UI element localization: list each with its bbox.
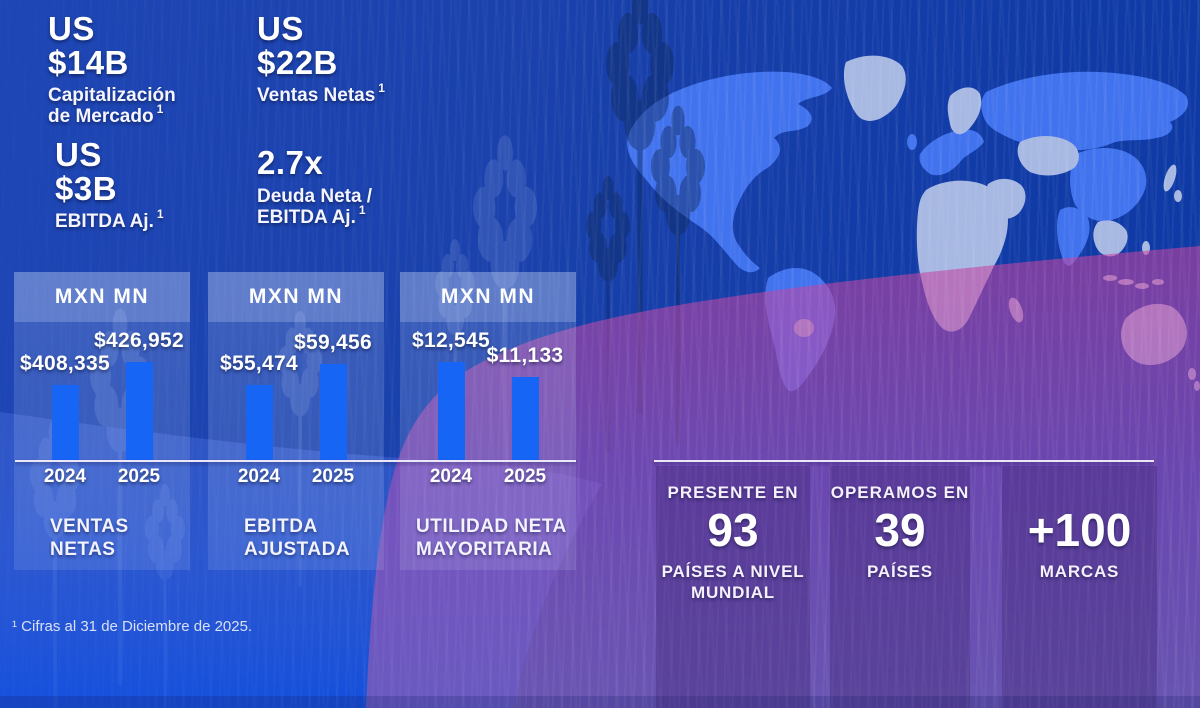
map-central-asia: [1017, 136, 1079, 176]
chart-title: EBITDA AJUSTADA: [244, 516, 351, 560]
bar-2024: [437, 362, 465, 462]
chart-title: UTILIDAD NETA MAYORITARIA: [416, 516, 567, 560]
footnote-marker: 1: [156, 207, 164, 222]
bar-group-2025: $11,133: [478, 344, 572, 462]
map-middle-east: [985, 178, 1026, 219]
kpi-amount: $3B: [55, 169, 118, 207]
map-russia: [981, 71, 1189, 151]
bar-group-2024: $55,474: [212, 352, 306, 462]
bar-value-label: $408,335: [20, 352, 110, 375]
x-axis-label-2024: 2024: [429, 466, 473, 487]
chart-card-ebitda-ajustada: MXN MN $55,474 $59,456 2024 2025 EBITDA A…: [208, 272, 384, 570]
footnote-marker: 1: [358, 202, 366, 217]
chart-card-utilidad-neta: MXN MN $12,545 $11,133 2024 2025 UTILIDA…: [400, 272, 576, 570]
stats-separator-line: [654, 460, 1154, 462]
kpi-label: Capitalización de Mercado 1: [48, 85, 176, 128]
bar-2025: [125, 362, 153, 462]
kpi-amount: 2.7x: [257, 144, 324, 181]
x-axis-label-2024: 2024: [43, 466, 87, 487]
purple-wave: [366, 246, 1200, 708]
stat-label: PAÍSES: [867, 561, 933, 581]
bar-2024: [245, 385, 273, 462]
stat-number: +100: [1027, 504, 1132, 556]
stat-label: MARCAS: [1039, 561, 1120, 581]
kpi-label: Deuda Neta / EBITDA Aj. 1: [257, 185, 373, 228]
x-axis-label-2025: 2025: [503, 466, 547, 487]
kpi-currency: US: [48, 10, 95, 47]
kpi-label: EBITDA Aj. 1: [55, 207, 164, 233]
bar-value-label: $11,133: [486, 344, 564, 367]
bar-2024: [51, 385, 79, 462]
kpi-currency: US: [55, 136, 102, 173]
x-axis-label-2025: 2025: [117, 466, 161, 487]
map-europe: [919, 129, 984, 176]
footnote-marker: 1: [156, 102, 164, 117]
bottom-edge-strip: [0, 696, 1200, 708]
stat-header: PRESENTE EN: [667, 483, 799, 502]
stat-number: 39: [874, 504, 926, 556]
x-axis-label-2024: 2024: [237, 466, 281, 487]
chart-plot-area: $55,474 $59,456: [208, 322, 384, 462]
stat-column-operations: OPERAMOS EN 39 PAÍSES: [830, 466, 970, 708]
map-se-asia: [1093, 220, 1128, 257]
kpi-currency: US: [257, 10, 304, 47]
bar-2025: [319, 364, 347, 462]
kpi-amount: $22B: [257, 43, 338, 81]
bar-group-2025: $59,456: [286, 331, 380, 462]
kpi-amount: $14B: [48, 43, 129, 81]
stat-column-presence: PRESENTE EN 93 PAÍSES A NIVEL MUNDIAL: [656, 466, 810, 708]
chart-baseline: [15, 460, 576, 462]
bar-group-2024: $12,545: [404, 329, 498, 462]
bar-2025: [511, 377, 539, 462]
bar-value-label: $12,545: [411, 329, 490, 352]
bar-group-2025: $426,952: [92, 329, 186, 462]
chart-unit-label: MXN MN: [14, 272, 190, 322]
map-japan: [1163, 164, 1177, 192]
x-axis-label-2025: 2025: [311, 466, 355, 487]
map-china: [1070, 148, 1147, 222]
footnote: ¹ Cifras al 31 de Diciembre de 2025.: [12, 618, 253, 635]
kpi-leverage-ratio: 2.7x Deuda Neta / EBITDA Aj. 1: [257, 146, 372, 228]
map-greenland: [843, 55, 906, 121]
map-scandinavia: [947, 87, 982, 135]
kpi-ebitda-usd: US $3B EBITDA Aj. 1: [55, 138, 164, 233]
stat-number: 93: [707, 504, 759, 556]
stat-label: PAÍSES A NIVEL MUNDIAL: [661, 561, 805, 603]
bar-value-label: $55,474: [219, 352, 298, 375]
bar-group-2024: $408,335: [18, 352, 112, 462]
chart-plot-area: $408,335 $426,952: [14, 322, 190, 462]
bar-value-label: $59,456: [293, 331, 372, 354]
kpi-market-cap: US $14B Capitalización de Mercado 1: [48, 12, 176, 128]
kpi-net-sales-usd: US $22B Ventas Netas 1: [257, 12, 385, 107]
footnote-marker: 1: [378, 81, 385, 96]
bar-value-label: $426,952: [94, 329, 184, 352]
stat-header: OPERAMOS EN: [830, 483, 970, 502]
chart-unit-label: MXN MN: [400, 272, 576, 322]
chart-plot-area: $12,545 $11,133: [400, 322, 576, 462]
chart-unit-label: MXN MN: [208, 272, 384, 322]
kpi-label: Ventas Netas 1: [257, 81, 385, 107]
chart-card-ventas-netas: MXN MN $408,335 $426,952 2024 2025 VENTA…: [14, 272, 190, 570]
map-uk: [907, 134, 917, 150]
map-india: [1057, 207, 1090, 266]
chart-title: VENTAS NETAS: [50, 516, 129, 560]
stat-column-brands: +100 MARCAS: [1002, 466, 1157, 708]
